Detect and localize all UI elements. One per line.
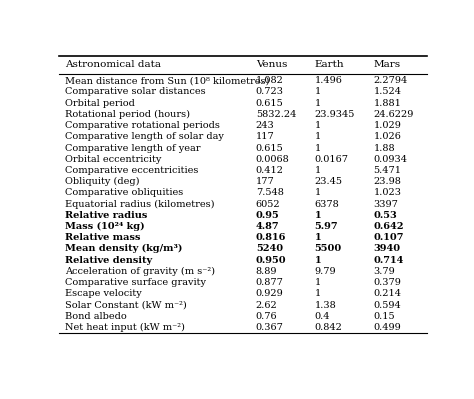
Text: 1: 1 — [315, 166, 321, 175]
Text: 0.15: 0.15 — [374, 312, 395, 321]
Text: 0.877: 0.877 — [256, 278, 283, 287]
Text: 0.0167: 0.0167 — [315, 155, 348, 164]
Text: 3940: 3940 — [374, 245, 401, 253]
Text: 0.615: 0.615 — [256, 144, 283, 152]
Text: Relative density: Relative density — [65, 256, 152, 265]
Text: Comparative length of year: Comparative length of year — [65, 144, 200, 152]
Text: 24.6229: 24.6229 — [374, 110, 414, 119]
Text: Net heat input (kW m⁻²): Net heat input (kW m⁻²) — [65, 323, 185, 332]
Text: 5240: 5240 — [256, 245, 283, 253]
Text: 1.38: 1.38 — [315, 300, 337, 310]
Text: 0.642: 0.642 — [374, 222, 404, 231]
Text: Mean distance from Sun (10⁸ kilometres): Mean distance from Sun (10⁸ kilometres) — [65, 76, 269, 85]
Text: 1: 1 — [315, 188, 321, 198]
Text: 0.53: 0.53 — [374, 211, 397, 220]
Text: 0.412: 0.412 — [256, 166, 284, 175]
Text: 1: 1 — [315, 121, 321, 130]
Text: 1.026: 1.026 — [374, 132, 401, 141]
Text: 1: 1 — [315, 144, 321, 152]
Text: 0.107: 0.107 — [374, 233, 404, 242]
Text: 1: 1 — [315, 132, 321, 141]
Text: 2.2794: 2.2794 — [374, 76, 408, 85]
Text: 23.98: 23.98 — [374, 177, 401, 186]
Text: 0.379: 0.379 — [374, 278, 401, 287]
Text: 177: 177 — [256, 177, 274, 186]
Text: 0.929: 0.929 — [256, 289, 283, 298]
Text: Comparative length of solar day: Comparative length of solar day — [65, 132, 224, 141]
Text: 1: 1 — [315, 211, 321, 220]
Text: 9.79: 9.79 — [315, 267, 336, 276]
Text: Relative radius: Relative radius — [65, 211, 147, 220]
Text: 6378: 6378 — [315, 200, 339, 209]
Text: 1: 1 — [315, 99, 321, 108]
Text: 0.842: 0.842 — [315, 323, 342, 332]
Text: Equatorial radius (kilometres): Equatorial radius (kilometres) — [65, 200, 214, 209]
Text: 5500: 5500 — [315, 245, 342, 253]
Text: Mean density (kg/m³): Mean density (kg/m³) — [65, 244, 182, 253]
Text: Astronomical data: Astronomical data — [65, 60, 161, 69]
Text: 3.79: 3.79 — [374, 267, 395, 276]
Text: 23.45: 23.45 — [315, 177, 343, 186]
Text: 5.97: 5.97 — [315, 222, 338, 231]
Text: 1: 1 — [315, 289, 321, 298]
Text: 0.0068: 0.0068 — [256, 155, 290, 164]
Text: Orbital period: Orbital period — [65, 99, 135, 108]
Text: Orbital eccentricity: Orbital eccentricity — [65, 155, 161, 164]
Text: 7.548: 7.548 — [256, 188, 283, 198]
Text: 1.023: 1.023 — [374, 188, 401, 198]
Text: 5.471: 5.471 — [374, 166, 401, 175]
Text: 0.615: 0.615 — [256, 99, 283, 108]
Text: Venus: Venus — [256, 60, 287, 69]
Text: 2.62: 2.62 — [256, 300, 278, 310]
Text: 1: 1 — [315, 233, 321, 242]
Text: Comparative surface gravity: Comparative surface gravity — [65, 278, 206, 287]
Text: 0.499: 0.499 — [374, 323, 401, 332]
Text: 0.367: 0.367 — [256, 323, 283, 332]
Text: Escape velocity: Escape velocity — [65, 289, 142, 298]
Text: 243: 243 — [256, 121, 274, 130]
Text: 0.594: 0.594 — [374, 300, 401, 310]
Text: 0.214: 0.214 — [374, 289, 401, 298]
Text: Obliquity (deg): Obliquity (deg) — [65, 177, 139, 186]
Text: Relative mass: Relative mass — [65, 233, 140, 242]
Text: 1: 1 — [315, 256, 321, 265]
Text: Earth: Earth — [315, 60, 344, 69]
Text: Acceleration of gravity (m s⁻²): Acceleration of gravity (m s⁻²) — [65, 267, 215, 276]
Text: 0.4: 0.4 — [315, 312, 330, 321]
Text: 1.88: 1.88 — [374, 144, 395, 152]
Text: 8.89: 8.89 — [256, 267, 277, 276]
Text: 23.9345: 23.9345 — [315, 110, 355, 119]
Text: 1.029: 1.029 — [374, 121, 401, 130]
Text: 0.95: 0.95 — [256, 211, 280, 220]
Text: 0.76: 0.76 — [256, 312, 277, 321]
Text: 4.87: 4.87 — [256, 222, 279, 231]
Text: 0.723: 0.723 — [256, 87, 284, 97]
Text: 0.816: 0.816 — [256, 233, 286, 242]
Text: Solar Constant (kW m⁻²): Solar Constant (kW m⁻²) — [65, 300, 186, 310]
Text: 5832.24: 5832.24 — [256, 110, 296, 119]
Text: Mars: Mars — [374, 60, 401, 69]
Text: 0.950: 0.950 — [256, 256, 286, 265]
Text: Mass (10²⁴ kg): Mass (10²⁴ kg) — [65, 222, 145, 231]
Text: 1.524: 1.524 — [374, 87, 401, 97]
Text: 1.496: 1.496 — [315, 76, 342, 85]
Text: Bond albedo: Bond albedo — [65, 312, 127, 321]
Text: Rotational period (hours): Rotational period (hours) — [65, 110, 190, 119]
Text: 1.881: 1.881 — [374, 99, 401, 108]
Text: 117: 117 — [256, 132, 274, 141]
Text: 0.714: 0.714 — [374, 256, 404, 265]
Text: 1: 1 — [315, 278, 321, 287]
Text: 0.0934: 0.0934 — [374, 155, 407, 164]
Text: Comparative eccentricities: Comparative eccentricities — [65, 166, 198, 175]
Text: 3397: 3397 — [374, 200, 398, 209]
Text: Comparative obliquities: Comparative obliquities — [65, 188, 183, 198]
Text: 6052: 6052 — [256, 200, 281, 209]
Text: 1: 1 — [315, 87, 321, 97]
Text: Comparative rotational periods: Comparative rotational periods — [65, 121, 219, 130]
Text: 1.082: 1.082 — [256, 76, 283, 85]
Text: Comparative solar distances: Comparative solar distances — [65, 87, 205, 97]
